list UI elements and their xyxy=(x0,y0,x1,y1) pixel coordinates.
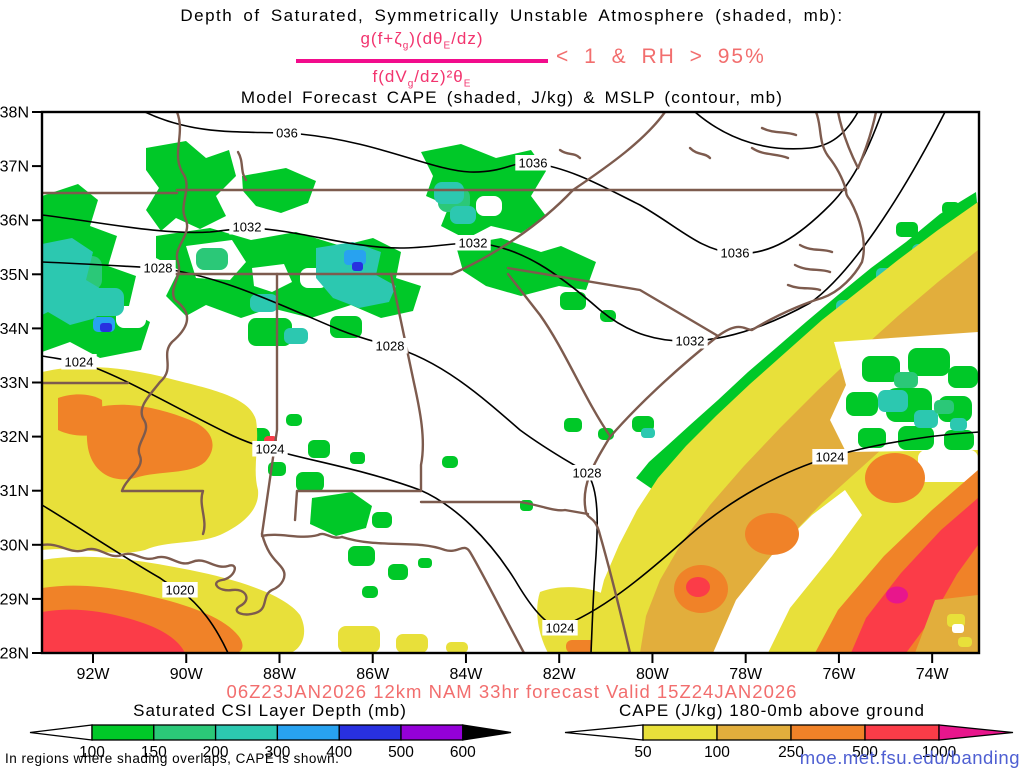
svg-text:500: 500 xyxy=(388,744,414,761)
svg-text:1036: 1036 xyxy=(721,246,750,261)
formula-numerator: g(f+ζg)(dθE/dz) xyxy=(296,28,548,57)
svg-text:84W: 84W xyxy=(450,666,484,683)
svg-text:78W: 78W xyxy=(729,666,763,683)
svg-text:37N: 37N xyxy=(0,159,29,176)
svg-text:300: 300 xyxy=(264,744,290,761)
site-url[interactable]: moe.met.fsu.edu/banding xyxy=(799,747,1020,768)
svg-text:29N: 29N xyxy=(0,591,29,608)
formula-part: /dz) xyxy=(451,29,484,48)
svg-text:76W: 76W xyxy=(822,666,856,683)
formula-subscript: g xyxy=(402,40,410,52)
svg-text:86W: 86W xyxy=(356,666,390,683)
svg-text:250: 250 xyxy=(778,744,804,761)
svg-text:036: 036 xyxy=(276,126,298,141)
formula-subscript: E xyxy=(443,40,452,52)
svg-text:1024: 1024 xyxy=(65,355,94,370)
cape-colorbar: 50 100 250 500 1000 xyxy=(564,724,1014,761)
formula-part: )(dθ xyxy=(409,29,444,48)
csi-colorbar-title: Saturated CSI Layer Depth (mb) xyxy=(133,701,407,720)
cape-colorbar-title: CAPE (J/kg) 180-0mb above ground xyxy=(618,701,926,720)
svg-text:36N: 36N xyxy=(0,213,29,230)
svg-text:1036: 1036 xyxy=(519,156,548,171)
svg-text:1024: 1024 xyxy=(816,450,845,465)
svg-text:90W: 90W xyxy=(170,666,204,683)
formula-denominator: f(dVg/dz)²θE xyxy=(296,66,548,95)
formula-condition: < 1 & RH > 95% xyxy=(556,45,766,68)
svg-text:80W: 80W xyxy=(636,666,670,683)
svg-text:100: 100 xyxy=(79,744,105,761)
forecast-valid-line: 06Z23JAN2026 12km NAM 33hr forecast Vali… xyxy=(226,681,798,702)
fraction-bar xyxy=(296,59,548,64)
svg-text:1032: 1032 xyxy=(459,236,488,251)
svg-text:1024: 1024 xyxy=(546,621,575,636)
contour-value-labels: 036 1036 1032 1032 1028 1036 1032 1028 1024 1024 1… xyxy=(61,125,848,636)
svg-text:1032: 1032 xyxy=(233,220,262,235)
svg-text:1028: 1028 xyxy=(573,466,602,481)
svg-text:1028: 1028 xyxy=(376,339,405,354)
svg-text:1024: 1024 xyxy=(256,442,285,457)
axis-ticks-and-labels: 38N 37N 36N 35N 34N 33N 32N 31N 30N 29N 28N 92W 90W 8… xyxy=(0,105,950,684)
svg-text:74W: 74W xyxy=(916,666,950,683)
formula-part: /dz)²θ xyxy=(414,67,464,87)
formula-part: f(dV xyxy=(372,67,408,87)
svg-text:30N: 30N xyxy=(0,537,29,554)
svg-text:31N: 31N xyxy=(0,483,29,500)
svg-text:50: 50 xyxy=(634,744,652,761)
svg-text:82W: 82W xyxy=(543,666,577,683)
formula-subscript: E xyxy=(463,78,472,90)
svg-text:100: 100 xyxy=(704,744,730,761)
svg-text:400: 400 xyxy=(326,744,352,761)
formula-part: g(f+ζ xyxy=(360,29,403,48)
svg-text:1032: 1032 xyxy=(676,334,705,349)
svg-text:34N: 34N xyxy=(0,321,29,338)
svg-text:600: 600 xyxy=(450,744,476,761)
svg-text:28N: 28N xyxy=(0,646,29,663)
state-borders xyxy=(42,112,878,653)
page-title: Depth of Saturated, Symmetrically Unstab… xyxy=(180,6,844,25)
svg-text:200: 200 xyxy=(203,744,229,761)
svg-text:33N: 33N xyxy=(0,375,29,392)
svg-text:150: 150 xyxy=(141,744,167,761)
svg-text:32N: 32N xyxy=(0,429,29,446)
overlap-note: In regions where shading overlaps, CAPE … xyxy=(5,751,340,766)
csi-colorbar: 100 150 200 300 400 500 600 xyxy=(29,724,512,761)
svg-text:1000: 1000 xyxy=(922,744,957,761)
map-subtitle: Model Forecast CAPE (shaded, J/kg) & MSL… xyxy=(240,88,784,107)
svg-text:92W: 92W xyxy=(77,666,111,683)
svg-text:38N: 38N xyxy=(0,105,29,122)
svg-text:35N: 35N xyxy=(0,267,29,284)
formula-subscript: g xyxy=(407,78,415,90)
svg-text:500: 500 xyxy=(852,744,878,761)
svg-text:88W: 88W xyxy=(263,666,297,683)
svg-text:1028: 1028 xyxy=(144,261,173,276)
csi-offshore-field xyxy=(830,332,978,452)
csi-formula: g(f+ζg)(dθE/dz) f(dVg/dz)²θE xyxy=(296,28,548,96)
svg-text:1020: 1020 xyxy=(166,583,195,598)
